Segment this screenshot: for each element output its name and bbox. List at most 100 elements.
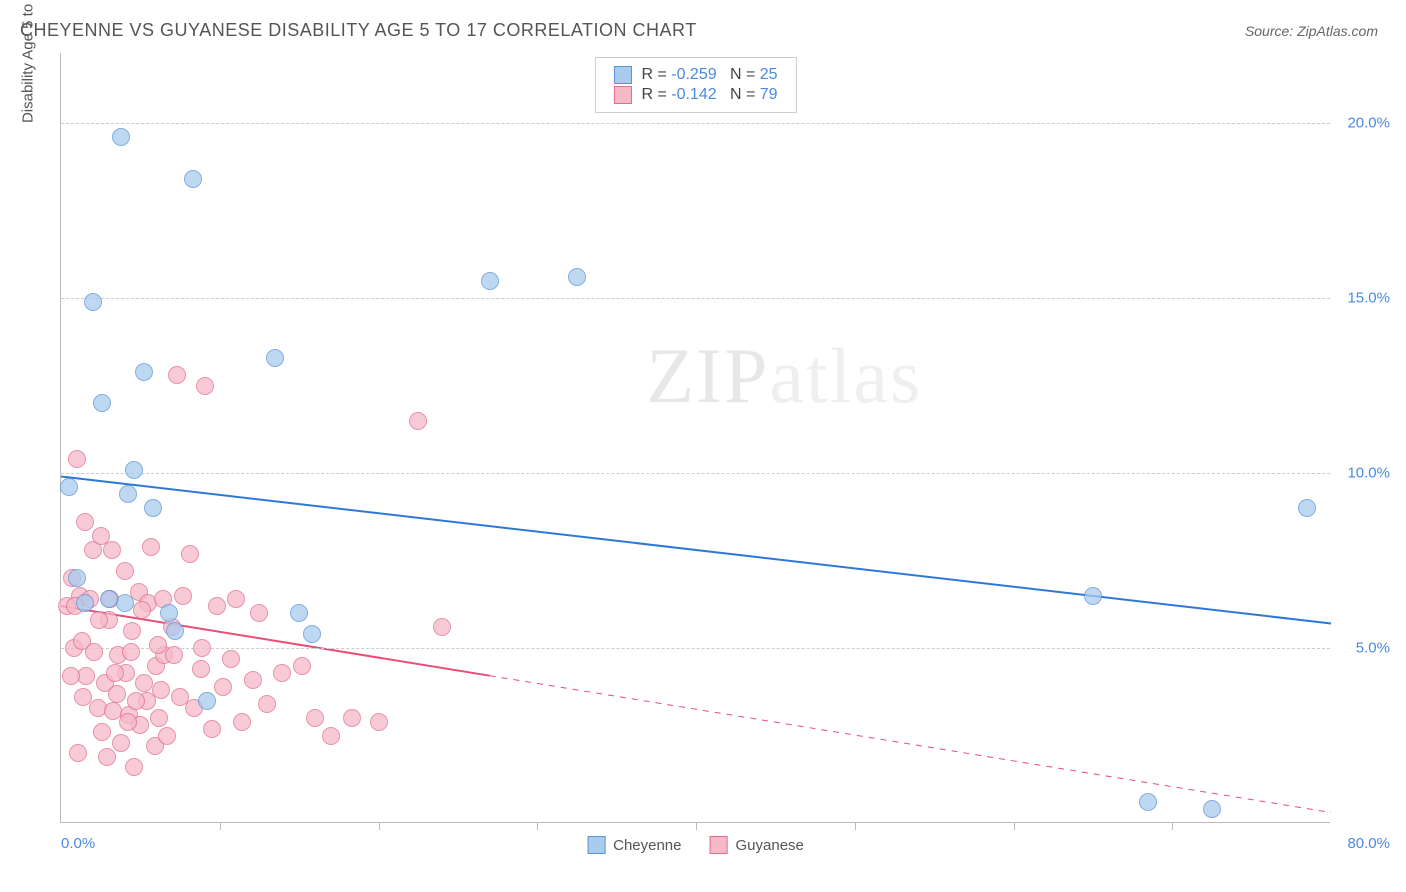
scatter-point-guyanese [150,709,168,727]
scatter-point-guyanese [93,723,111,741]
scatter-point-guyanese [62,667,80,685]
scatter-point-cheyenne [266,349,284,367]
scatter-point-guyanese [116,562,134,580]
correlation-legend: R = -0.259 N = 25 R = -0.142 N = 79 [594,57,796,113]
scatter-point-guyanese [322,727,340,745]
watermark-thin: atlas [769,332,922,419]
scatter-point-cheyenne [144,499,162,517]
y-axis-label: Disability Age 5 to 17 [20,0,37,123]
scatter-point-guyanese [258,695,276,713]
plot-frame: ZIPatlas R = -0.259 N = 25 R = -0.142 N =… [60,53,1330,823]
scatter-point-guyanese [203,720,221,738]
x-tick [379,822,380,830]
scatter-point-cheyenne [1203,800,1221,818]
legend-swatch [587,836,605,854]
correlation-values: R = -0.142 N = 79 [641,86,777,104]
legend-label: Guyanese [736,837,804,854]
scatter-point-guyanese [370,713,388,731]
scatter-point-guyanese [433,618,451,636]
x-tick [855,822,856,830]
scatter-point-guyanese [208,597,226,615]
scatter-point-guyanese [135,674,153,692]
scatter-point-guyanese [273,664,291,682]
scatter-point-guyanese [306,709,324,727]
y-tick-label: 20.0% [1347,115,1390,132]
scatter-point-guyanese [108,685,126,703]
scatter-point-guyanese [77,667,95,685]
trend-line [490,676,1331,813]
trend-line [61,477,1331,624]
scatter-point-guyanese [244,671,262,689]
scatter-point-guyanese [76,513,94,531]
gridline-h [61,473,1330,474]
scatter-point-cheyenne [303,625,321,643]
y-tick-label: 5.0% [1356,640,1390,657]
scatter-point-cheyenne [84,293,102,311]
scatter-point-guyanese [152,681,170,699]
x-tick [1014,822,1015,830]
scatter-point-guyanese [227,590,245,608]
y-tick-label: 10.0% [1347,465,1390,482]
scatter-point-cheyenne [198,692,216,710]
legend-label: Cheyenne [613,837,681,854]
scatter-point-guyanese [142,538,160,556]
scatter-point-guyanese [168,366,186,384]
scatter-point-cheyenne [481,272,499,290]
scatter-point-cheyenne [568,268,586,286]
scatter-point-cheyenne [125,461,143,479]
scatter-point-cheyenne [1139,793,1157,811]
scatter-point-guyanese [133,601,151,619]
scatter-point-cheyenne [112,128,130,146]
scatter-point-cheyenne [60,478,78,496]
legend-item-cheyenne: Cheyenne [587,836,681,854]
scatter-point-guyanese [103,541,121,559]
watermark: ZIPatlas [646,331,922,421]
scatter-point-guyanese [68,450,86,468]
scatter-point-guyanese [181,545,199,563]
scatter-point-guyanese [158,727,176,745]
trend-lines [61,53,1331,823]
scatter-point-cheyenne [76,594,94,612]
scatter-point-guyanese [149,636,167,654]
header: CHEYENNE VS GUYANESE DISABILITY AGE 5 TO… [0,0,1406,45]
legend-item-guyanese: Guyanese [710,836,804,854]
scatter-point-cheyenne [119,485,137,503]
scatter-point-guyanese [409,412,427,430]
scatter-point-guyanese [196,377,214,395]
scatter-point-guyanese [293,657,311,675]
y-tick-label: 15.0% [1347,290,1390,307]
gridline-h [61,648,1330,649]
x-tick [537,822,538,830]
scatter-point-guyanese [165,646,183,664]
x-tick [220,822,221,830]
chart-title: CHEYENNE VS GUYANESE DISABILITY AGE 5 TO… [20,20,697,41]
scatter-point-cheyenne [68,569,86,587]
scatter-point-guyanese [119,713,137,731]
gridline-h [61,298,1330,299]
scatter-point-guyanese [250,604,268,622]
scatter-point-cheyenne [1298,499,1316,517]
scatter-point-guyanese [123,622,141,640]
scatter-point-guyanese [343,709,361,727]
x-axis-max-label: 80.0% [1347,835,1390,852]
series-legend: Cheyenne Guyanese [587,836,804,854]
x-tick [696,822,697,830]
gridline-h [61,123,1330,124]
scatter-point-guyanese [122,643,140,661]
scatter-point-cheyenne [290,604,308,622]
scatter-point-cheyenne [116,594,134,612]
scatter-point-guyanese [193,639,211,657]
legend-swatch [613,86,631,104]
scatter-point-guyanese [106,664,124,682]
scatter-point-guyanese [112,734,130,752]
correlation-legend-row: R = -0.142 N = 79 [613,86,777,104]
watermark-bold: ZIP [646,332,769,419]
scatter-point-cheyenne [100,590,118,608]
scatter-point-guyanese [192,660,210,678]
scatter-point-cheyenne [160,604,178,622]
scatter-point-cheyenne [1084,587,1102,605]
correlation-values: R = -0.259 N = 25 [641,66,777,84]
scatter-point-cheyenne [166,622,184,640]
scatter-point-cheyenne [184,170,202,188]
scatter-point-guyanese [69,744,87,762]
